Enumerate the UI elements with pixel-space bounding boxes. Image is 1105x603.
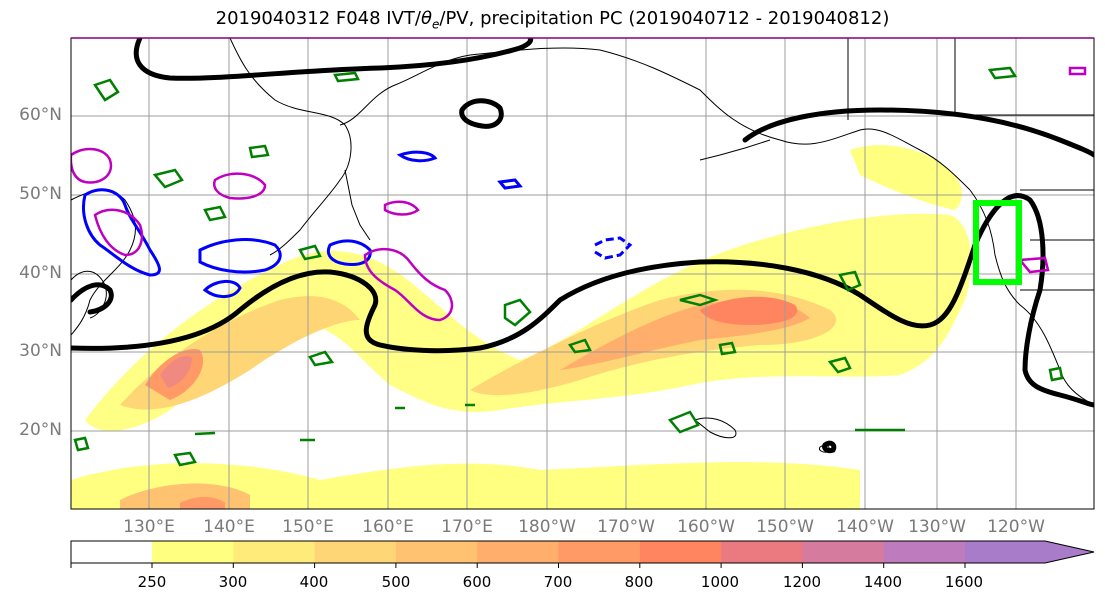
pv-contour — [71, 38, 1094, 454]
colorbar-extend-arrow — [1045, 541, 1094, 563]
lat-label-20n: 20°N — [19, 420, 62, 440]
lon-label: 170°W — [597, 517, 655, 537]
lon-label: 120°W — [987, 517, 1045, 537]
colorbar-tick-label: 700 — [543, 573, 573, 591]
colorbar-segment — [233, 541, 316, 563]
lon-label: 180°W — [518, 517, 576, 537]
colorbar-tick-label: 1600 — [944, 573, 984, 591]
ivt-band-main — [85, 213, 972, 431]
colorbar-white-segment — [71, 541, 152, 563]
theta-e-contour-magenta — [71, 66, 1087, 322]
colorbar-segment — [802, 541, 885, 563]
lat-label-50n: 50°N — [19, 184, 62, 204]
colorbar-tick-label: 300 — [218, 573, 248, 591]
lon-label: 150°E — [282, 517, 334, 537]
colorbar-segment — [558, 541, 641, 563]
lon-label: 160°W — [677, 517, 735, 537]
colorbar-tick-label: 1400 — [863, 573, 903, 591]
lon-label: 130°E — [123, 517, 175, 537]
colorbar-segment — [721, 541, 803, 563]
ivt-band-north — [850, 145, 962, 210]
colorbar-segment — [477, 541, 559, 563]
ivt-shading — [71, 145, 972, 509]
colorbar-segment — [639, 541, 722, 563]
lon-label: 140°E — [203, 517, 255, 537]
lon-label: 170°E — [441, 517, 493, 537]
target-region-box — [973, 200, 1022, 285]
lon-label: 140°W — [836, 517, 894, 537]
lon-label: 150°W — [756, 517, 814, 537]
lon-label: 130°W — [908, 517, 966, 537]
colorbar-tick-label: 400 — [299, 573, 329, 591]
colorbar-tick-label: 1000 — [700, 573, 740, 591]
colorbar — [70, 540, 1095, 568]
lat-label-40n: 40°N — [19, 263, 62, 283]
colorbar-segment — [152, 541, 234, 563]
colorbar-tick-label: 1200 — [782, 573, 822, 591]
precipitation-contour — [73, 66, 1064, 467]
colorbar-tick-label: 250 — [137, 573, 167, 591]
map-title: 2019040312 F048 IVT/θe/PV, precipitation… — [215, 8, 890, 32]
colorbar-tick-label: 600 — [462, 573, 492, 591]
lon-label: 160°E — [362, 517, 414, 537]
colorbar-tick-label: 500 — [381, 573, 411, 591]
colorbar-tick-label: 800 — [624, 573, 654, 591]
colorbar-segment — [883, 541, 966, 563]
lat-label-30n: 30°N — [19, 341, 62, 361]
ivt-band-south — [71, 462, 860, 509]
colorbar-segment — [965, 541, 1046, 563]
colorbar-segment — [314, 541, 397, 563]
theta-e-contour-blue — [82, 150, 633, 298]
lat-label-60n: 60°N — [19, 105, 62, 125]
colorbar-segment — [395, 541, 478, 563]
